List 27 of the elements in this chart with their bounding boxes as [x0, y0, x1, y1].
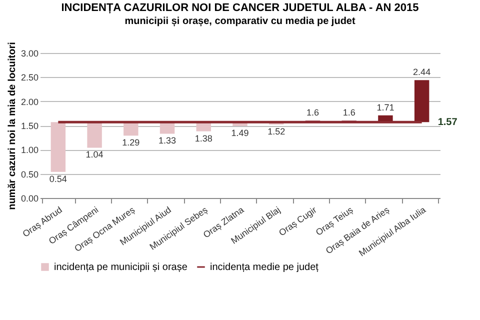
y-axis-title: număr cazuri noi la mia de locuitori: [6, 42, 18, 210]
data-label: 1.38: [194, 133, 212, 144]
y-tick-label: 0.50: [20, 169, 38, 180]
annotation: 1.57: [438, 117, 458, 128]
y-tick-label: 2.50: [20, 72, 38, 83]
data-label: 1.71: [376, 102, 394, 112]
data-label: 1.33: [158, 136, 176, 146]
y-tick-label: 0.00: [20, 194, 38, 204]
y-tick-label: 2.00: [20, 96, 38, 107]
data-label: 1.6: [306, 108, 319, 118]
data-label: 1.04: [86, 150, 104, 160]
chart-subtitle: municipii și orașe, comparativ cu media pe judet: [124, 16, 356, 28]
data-label: 1.52: [268, 126, 286, 137]
bar: [50, 122, 66, 172]
y-tick-label: 3.00: [20, 48, 38, 58]
legend-label: incidența pe municipii și orașe: [54, 262, 188, 273]
data-label: 2.44: [413, 67, 431, 78]
data-label: 0.54: [49, 174, 67, 184]
y-tick-label: 1.50: [20, 121, 38, 131]
bar: [87, 122, 102, 148]
bar: [414, 80, 430, 122]
data-label: 1.6: [342, 108, 356, 118]
chart-title: INCIDENȚA CAZURILOR NOI DE CANCER JUDETUL ALBA - AN 2015: [61, 2, 419, 14]
data-label: 1.29: [122, 138, 140, 148]
y-tick-label: 1.00: [20, 145, 38, 156]
legend-label: incidența medie pe județ: [210, 262, 319, 273]
data-label: 1.49: [231, 128, 249, 138]
